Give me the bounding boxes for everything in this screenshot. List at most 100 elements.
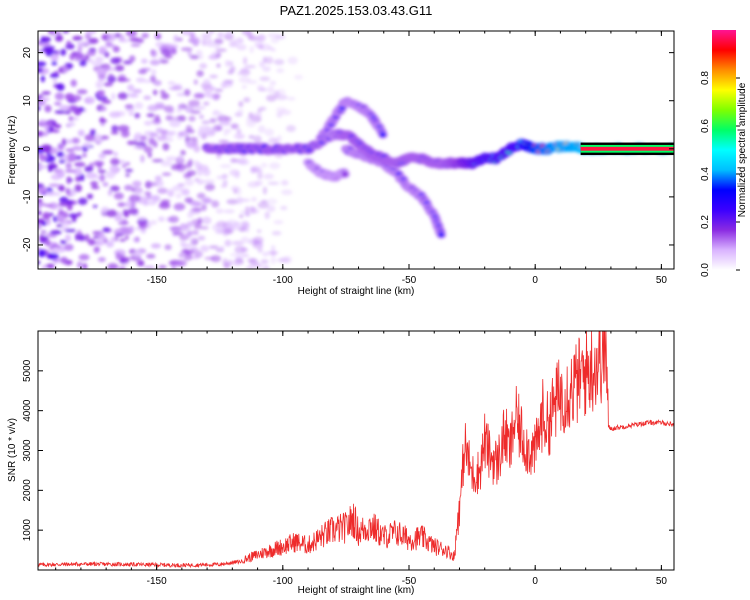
noise-cell <box>85 31 97 35</box>
noise-cell <box>229 252 240 257</box>
noise-cell <box>270 256 276 265</box>
noise-cell <box>84 234 90 242</box>
noise-cell <box>233 133 246 140</box>
noise-cell <box>107 189 113 196</box>
colorbar-tick-label: 0.2 <box>700 215 711 229</box>
noise-cell <box>149 59 161 66</box>
noise-cell <box>65 187 71 195</box>
noise-cell <box>95 56 104 62</box>
noise-cell <box>102 182 109 187</box>
noise-cell <box>47 252 59 260</box>
noise-cell <box>97 169 107 174</box>
noise-cell <box>191 229 199 236</box>
noise-cell <box>98 152 106 160</box>
noise-cell <box>181 243 193 248</box>
noise-cell <box>141 32 150 39</box>
ridge-cell <box>438 232 445 238</box>
noise-cell <box>176 92 186 97</box>
noise-cell <box>38 48 42 52</box>
noise-cell <box>95 80 104 89</box>
noise-cell <box>79 60 87 67</box>
noise-cell <box>159 59 169 64</box>
noise-cell <box>194 93 205 98</box>
noise-cell <box>176 134 184 140</box>
noise-cell <box>76 89 88 95</box>
noise-cell <box>107 75 116 83</box>
noise-cell <box>41 36 52 43</box>
y-tick-label: 0 <box>22 146 33 152</box>
carrier-line <box>580 142 674 156</box>
noise-cell <box>167 130 177 136</box>
noise-cell <box>257 34 266 42</box>
noise-cell <box>256 169 263 174</box>
noise-cell <box>176 115 186 122</box>
noise-cell <box>61 221 69 227</box>
noise-cell <box>257 201 270 209</box>
noise-cell <box>247 258 257 263</box>
noise-cell <box>185 141 196 148</box>
noise-cell <box>38 249 46 258</box>
noise-cell <box>140 135 148 141</box>
noise-cell <box>270 250 277 257</box>
noise-cell <box>82 263 88 269</box>
noise-cell <box>151 158 164 163</box>
noise-cell <box>132 180 142 188</box>
noise-cell <box>268 137 279 145</box>
noise-cell <box>184 178 194 187</box>
noise-cell <box>152 89 158 96</box>
noise-cell <box>48 165 55 169</box>
noise-cell <box>162 142 170 151</box>
noise-cell <box>200 245 210 253</box>
noise-cell <box>215 48 227 52</box>
noise-cell <box>213 44 221 49</box>
noise-cell <box>223 128 232 134</box>
noise-cell <box>160 92 170 100</box>
noise-cell <box>275 258 284 263</box>
spectrogram-x-ticks: -150 -100 -50 0 50 <box>55 31 668 286</box>
noise-cell <box>266 198 278 205</box>
x-tick-label: 50 <box>656 275 668 286</box>
noise-cell <box>105 241 115 248</box>
noise-cell <box>73 167 83 176</box>
noise-cell <box>199 114 204 119</box>
noise-cell <box>98 92 105 98</box>
branch-0 <box>315 96 388 142</box>
noise-cell <box>42 211 51 220</box>
noise-cell <box>71 137 80 144</box>
noise-cell <box>74 155 82 160</box>
noise-cell <box>218 121 231 127</box>
noise-cell <box>38 42 50 47</box>
noise-cell <box>245 120 256 128</box>
noise-cell <box>58 104 70 111</box>
noise-cell <box>231 240 244 246</box>
spectrogram-frame <box>37 30 675 270</box>
noise-cell <box>248 112 254 119</box>
noise-cell <box>190 36 201 45</box>
noise-cell <box>127 207 139 215</box>
noise-cell <box>91 186 100 190</box>
noise-cell <box>124 235 129 240</box>
noise-cell <box>47 31 56 35</box>
noise-cell <box>254 180 263 186</box>
noise-cell <box>122 163 127 168</box>
noise-cell <box>56 171 65 179</box>
noise-cell <box>60 240 67 245</box>
noise-cell <box>89 129 96 136</box>
noise-cell <box>72 35 83 41</box>
noise-cell <box>107 33 117 42</box>
noise-cell <box>124 212 130 218</box>
noise-cell <box>56 224 63 228</box>
colorbar: 0.0 0.2 0.4 0.6 0.8 Normalized spectral ampl… <box>700 30 748 277</box>
noise-cell <box>39 119 47 124</box>
noise-cell <box>48 202 59 210</box>
noise-cell <box>71 214 77 223</box>
noise-cell <box>123 60 133 65</box>
noise-cell <box>64 243 74 251</box>
spectrogram-x-label: Height of straight line (km) <box>298 286 415 297</box>
noise-cell <box>119 238 126 242</box>
noise-cell <box>64 228 76 233</box>
noise-cell <box>262 56 267 64</box>
noise-cell <box>119 258 127 264</box>
noise-cell <box>180 150 186 156</box>
noise-cell <box>251 112 262 119</box>
